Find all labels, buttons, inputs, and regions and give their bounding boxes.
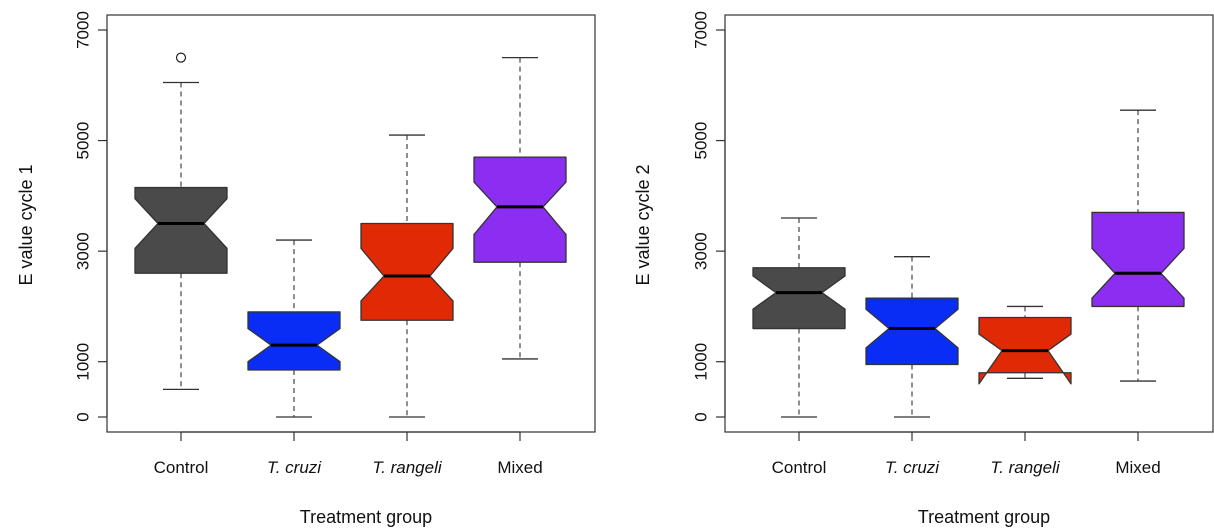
x-tick-label: Mixed (1115, 458, 1160, 477)
y-axis-title: E value cycle 1 (16, 164, 36, 285)
outlier-point (175, 52, 187, 63)
y-tick-label: 7000 (74, 11, 93, 49)
notched-box (752, 267, 846, 330)
y-tick-label: 7000 (692, 11, 711, 49)
notched-box (1091, 211, 1185, 308)
y-axis-title: E value cycle 2 (633, 164, 653, 285)
y-tick-label: 1000 (692, 343, 711, 381)
panel-cycle-1: 0 1000 3000 5000 7000 Control T. cruzi T. range… (16, 11, 596, 527)
x-axis-title: Treatment group (300, 507, 432, 527)
y-tick-label: 1000 (74, 343, 93, 381)
notched-box (247, 311, 341, 371)
y-tick-label: 0 (74, 412, 93, 421)
panel-cycle-2: 0 1000 3000 5000 7000 Control T. cruzi T. range… (633, 11, 1214, 527)
notched-box (360, 222, 454, 321)
x-tick-label: Control (154, 458, 209, 477)
y-tick-label: 5000 (692, 122, 711, 160)
notched-box (134, 186, 228, 274)
x-tick-label: Mixed (497, 458, 542, 477)
x-tick-label: T. cruzi (267, 458, 322, 477)
x-tick-label: T. cruzi (885, 458, 940, 477)
y-tick-label: 0 (692, 412, 711, 421)
x-tick-label: T. rangeli (990, 458, 1061, 477)
x-tick-label: Control (772, 458, 827, 477)
y-tick-label: 3000 (74, 232, 93, 270)
y-tick-label: 3000 (692, 232, 711, 270)
y-tick-label: 5000 (74, 122, 93, 160)
notched-box (865, 297, 959, 366)
x-axis-title: Treatment group (918, 507, 1050, 527)
notched-box (473, 156, 567, 263)
x-tick-label: T. rangeli (372, 458, 443, 477)
